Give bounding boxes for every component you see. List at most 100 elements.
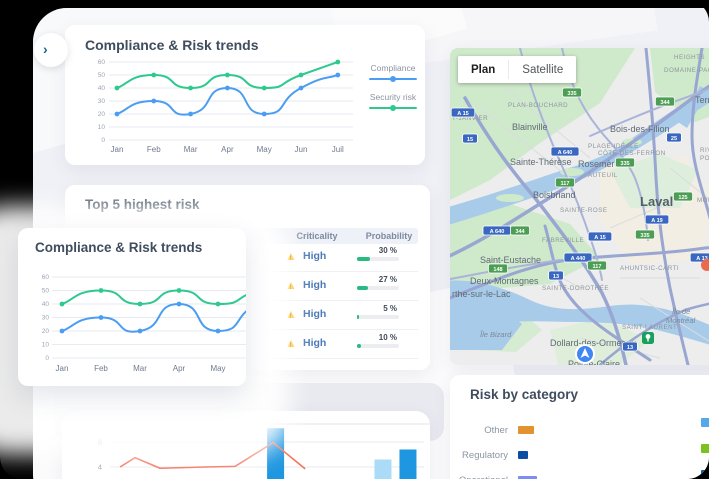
svg-text:Apr: Apr bbox=[173, 364, 186, 373]
svg-text:50: 50 bbox=[98, 72, 106, 79]
compliance-risk-trends-card: Compliance & Risk trends 0 10 20 30 40 50 60 Ja… bbox=[65, 25, 425, 165]
svg-text:4: 4 bbox=[98, 463, 102, 472]
route-badge: 13 bbox=[622, 341, 638, 352]
map-area-label: FABREVILLE bbox=[542, 237, 584, 244]
warning-icon: ▲! bbox=[285, 249, 297, 263]
probability-value: 10 % bbox=[378, 333, 397, 342]
warning-icon: ▲! bbox=[285, 307, 297, 321]
probability-value: 30 % bbox=[378, 246, 397, 255]
probability-bar-fill bbox=[357, 344, 362, 348]
map-canvas[interactable]: T-JANVIER PLAN-BOUCHARD PLAGE-IDÉALECÔTE-D… bbox=[450, 48, 709, 365]
map-card[interactable]: T-JANVIER PLAN-BOUCHARD PLAGE-IDÉALE CÔTE-D… bbox=[450, 48, 709, 365]
probability-bar-track bbox=[357, 315, 399, 319]
map-area-label: AHUNTSIC-CARTI bbox=[620, 265, 679, 272]
svg-text:Feb: Feb bbox=[94, 364, 108, 373]
svg-text:May: May bbox=[257, 145, 272, 154]
probability-cell: 10 % bbox=[357, 333, 403, 348]
svg-text:Apr: Apr bbox=[221, 145, 234, 154]
svg-text:50: 50 bbox=[42, 288, 50, 295]
legend-swatch bbox=[701, 418, 709, 427]
probability-value: 5 % bbox=[383, 304, 397, 313]
svg-text:335: 335 bbox=[567, 91, 576, 97]
probability-bar-fill bbox=[357, 315, 360, 319]
svg-text:10: 10 bbox=[98, 124, 106, 131]
svg-text:Jun: Jun bbox=[295, 145, 308, 154]
card-title: Risk by category bbox=[470, 387, 579, 402]
svg-text:344: 344 bbox=[660, 100, 670, 106]
category-bar bbox=[518, 426, 534, 434]
probability-bar-fill bbox=[357, 257, 370, 261]
category-bar bbox=[518, 476, 537, 479]
svg-text:40: 40 bbox=[98, 85, 106, 92]
legend-swatch bbox=[701, 470, 709, 479]
map-city-label: Bois-des-Filion bbox=[610, 124, 670, 134]
route-badge: A 640 bbox=[482, 225, 512, 236]
map-area-label: DOMAINE-PACHA bbox=[664, 67, 709, 74]
column-header-criticality: Criticality bbox=[296, 231, 338, 241]
svg-text:30: 30 bbox=[42, 315, 50, 322]
svg-text:60: 60 bbox=[98, 59, 106, 66]
svg-text:125: 125 bbox=[678, 195, 687, 201]
location-marker-icon[interactable] bbox=[575, 344, 595, 364]
probability-bar-track bbox=[357, 286, 399, 290]
svg-text:A 640: A 640 bbox=[558, 150, 573, 156]
criticality-value: High bbox=[303, 337, 327, 349]
category-row: Regulatory bbox=[450, 445, 528, 465]
svg-text:0: 0 bbox=[45, 355, 49, 362]
map-poi-marker[interactable] bbox=[701, 259, 709, 271]
chevron-right-icon: › bbox=[43, 41, 48, 57]
svg-text:117: 117 bbox=[560, 181, 569, 187]
map-city-label-major: Laval bbox=[640, 194, 673, 209]
map-area-label: AUTEUIL bbox=[588, 172, 618, 179]
compliance-risk-line-chart: 0 10 20 30 40 50 60 Jan Feb Mar Apr May Jun Juil bbox=[98, 59, 353, 154]
legend-entry: Compliance bbox=[365, 63, 421, 82]
svg-text:A 19: A 19 bbox=[651, 218, 663, 224]
route-badge: 125 bbox=[672, 191, 693, 202]
criticality-value: High bbox=[303, 279, 327, 291]
route-badge: A 640 bbox=[550, 146, 580, 157]
divider bbox=[508, 60, 510, 79]
legend-entry: Security risk bbox=[365, 92, 421, 111]
category-row: Other bbox=[450, 420, 534, 440]
map-satellite-button[interactable]: Satellite bbox=[509, 56, 577, 83]
category-bar bbox=[518, 451, 528, 459]
park-poi-icon[interactable] bbox=[642, 332, 654, 344]
map-area-label: PLAN-BOUCHARD bbox=[508, 102, 568, 109]
svg-text:May: May bbox=[210, 364, 225, 373]
route-badge: 335 bbox=[634, 229, 655, 240]
map-area-label: CÔTE-DES-FERRON bbox=[598, 150, 666, 157]
map-city-label: Saint-Eustache bbox=[480, 255, 541, 265]
criticality-cell: ▲! High bbox=[285, 250, 349, 262]
column-header-probability: Probability bbox=[365, 231, 413, 241]
svg-text:117: 117 bbox=[592, 264, 601, 270]
svg-text:A 640: A 640 bbox=[490, 229, 505, 235]
warning-icon: ▲! bbox=[285, 278, 297, 292]
map-city-label: Pointe-Claire bbox=[568, 359, 620, 365]
criticality-cell: ▲! High bbox=[285, 308, 349, 320]
map-city-label: Rosemère bbox=[578, 159, 620, 169]
svg-text:10: 10 bbox=[42, 342, 50, 349]
svg-text:Juil: Juil bbox=[332, 145, 344, 154]
map-area-label: HEIGHTS bbox=[674, 54, 705, 61]
svg-text:Jan: Jan bbox=[56, 364, 69, 373]
bar bbox=[374, 459, 392, 479]
route-badge: A 19 bbox=[644, 214, 670, 225]
map-city-label: Deux-Montagnes bbox=[470, 276, 539, 286]
map-city-label: rthe-sur-le-Lac bbox=[452, 289, 511, 299]
map-island-label: Île de bbox=[672, 307, 690, 316]
map-city-label: Dollard-des-Ormeaux bbox=[550, 338, 637, 348]
route-badge: A 15 bbox=[587, 231, 613, 242]
svg-text:335: 335 bbox=[620, 161, 629, 167]
map-route-badges: A 15 15 A 640 25 A 19 A 15 A 640 A 440 13 13 A 13 3… bbox=[450, 87, 709, 352]
compliance-risk-trends-card-front: Compliance & Risk trends 0 10 20 30 40 50 60 Ja… bbox=[18, 228, 246, 386]
svg-text:15: 15 bbox=[467, 137, 473, 143]
svg-text:30: 30 bbox=[98, 98, 106, 105]
legend-line-marker bbox=[369, 105, 417, 111]
probability-cell: 30 % bbox=[357, 246, 403, 261]
route-badge: 335 bbox=[614, 157, 635, 168]
map-plan-button[interactable]: Plan bbox=[458, 56, 509, 83]
criticality-cell: ▲! High bbox=[285, 279, 349, 291]
probability-bar-track bbox=[357, 344, 399, 348]
expand-panel-button[interactable]: › bbox=[34, 33, 68, 67]
